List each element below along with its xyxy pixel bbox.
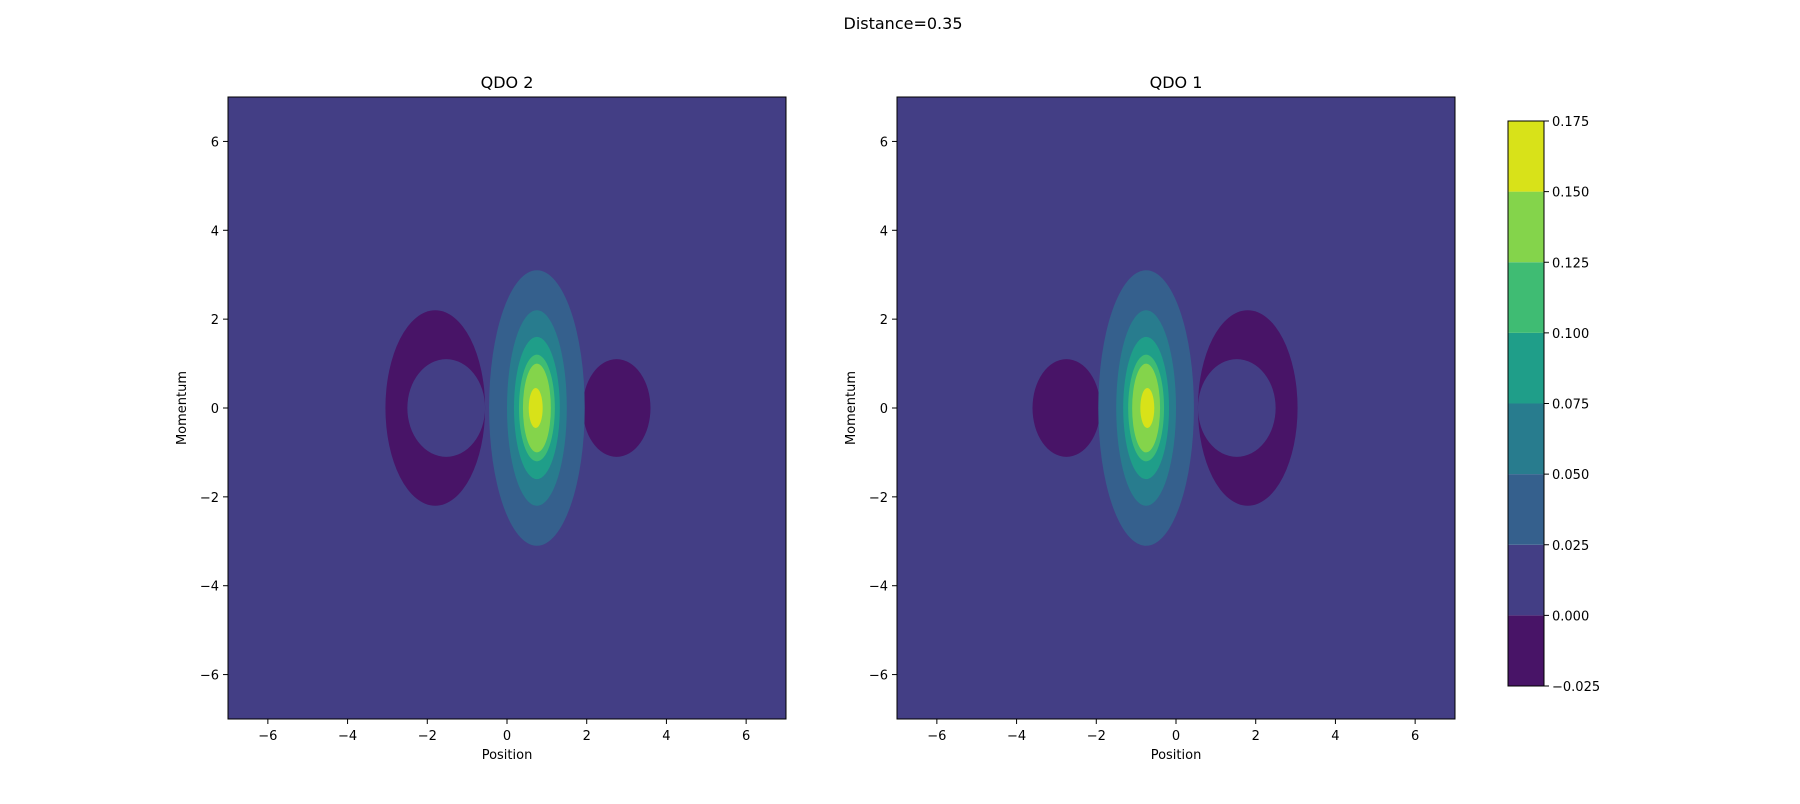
y-tick-label: 2: [211, 313, 219, 328]
colorbar-tick-label: 0.125: [1552, 256, 1589, 271]
colorbar-segment: [1508, 474, 1544, 545]
contour-region-0: [1197, 310, 1298, 506]
plot-panel-qdo-2: −6 −4 −2 0 2 4 6 −6 −4 −2 0 2 4 6 QDO 2 Position Momentu…: [175, 73, 787, 763]
contour-region-7: [1140, 388, 1155, 428]
x-tick-label: −2: [1087, 729, 1106, 744]
plot-panel-qdo-1: −6 −4 −2 0 2 4 6 −6 −4 −2 0 2 4 6 QDO 1 Position Momentu…: [844, 73, 1456, 763]
contour-region-7: [528, 388, 543, 428]
y-axis-label: Momentum: [175, 371, 190, 445]
x-tick-label: 4: [662, 729, 670, 744]
contour-region-1: [582, 359, 651, 457]
axes-title: QDO 2: [481, 73, 534, 92]
x-tick-label: 0: [503, 729, 511, 744]
colorbar-tick-label: 0.050: [1552, 468, 1589, 483]
y-tick-label: −2: [869, 491, 888, 506]
colorbar-segment: [1508, 262, 1544, 333]
x-axis-label: Position: [482, 748, 533, 763]
colorbar: −0.025 0.000 0.025 0.050 0.075 0.100 0.125 0.15…: [1507, 115, 1600, 695]
colorbar-tick-label: −0.025: [1552, 680, 1600, 695]
y-tick-label: −6: [869, 669, 888, 684]
y-tick-label: 6: [880, 135, 888, 150]
x-axis-label: Position: [1151, 748, 1202, 763]
contour-region-0: [385, 310, 486, 506]
y-axis-label: Momentum: [844, 371, 859, 445]
x-tick-label: 6: [742, 729, 750, 744]
colorbar-tick-label: 0.100: [1552, 327, 1589, 342]
colorbar-segment: [1508, 332, 1544, 404]
axes-title: QDO 1: [1150, 73, 1203, 92]
y-tick-label: −4: [200, 580, 219, 595]
colorbar-tick-label: 0.075: [1552, 398, 1589, 413]
colorbar-segment: [1508, 121, 1544, 192]
x-tick-label: 6: [1411, 729, 1419, 744]
colorbar-segment: [1508, 191, 1544, 263]
colorbar-tick-label: 0.025: [1552, 539, 1589, 554]
y-tick-label: 6: [211, 135, 219, 150]
colorbar-tick-label: 0.150: [1552, 186, 1589, 201]
figure-title: Distance=0.35: [844, 14, 963, 33]
x-tick-label: 2: [583, 729, 591, 744]
x-tick-label: −6: [927, 729, 946, 744]
x-tick-label: 2: [1252, 729, 1260, 744]
y-tick-label: 0: [211, 402, 219, 417]
y-tick-label: −6: [200, 669, 219, 684]
contour-region-1: [1032, 359, 1101, 457]
y-tick-label: 4: [880, 224, 888, 239]
x-tick-label: −2: [418, 729, 437, 744]
x-tick-label: 4: [1331, 729, 1339, 744]
y-tick-label: −2: [200, 491, 219, 506]
colorbar-segment: [1508, 615, 1544, 686]
x-tick-label: −4: [338, 729, 357, 744]
colorbar-tick-label: 0.175: [1552, 115, 1589, 130]
x-tick-label: −6: [258, 729, 277, 744]
colorbar-segment: [1508, 403, 1544, 475]
colorbar-tick-label: 0.000: [1552, 609, 1589, 624]
y-tick-label: 0: [880, 402, 888, 417]
x-tick-label: 0: [1172, 729, 1180, 744]
x-tick-label: −4: [1007, 729, 1026, 744]
y-tick-label: −4: [869, 580, 888, 595]
colorbar-segment: [1508, 544, 1544, 616]
y-tick-label: 2: [880, 313, 888, 328]
y-tick-label: 4: [211, 224, 219, 239]
